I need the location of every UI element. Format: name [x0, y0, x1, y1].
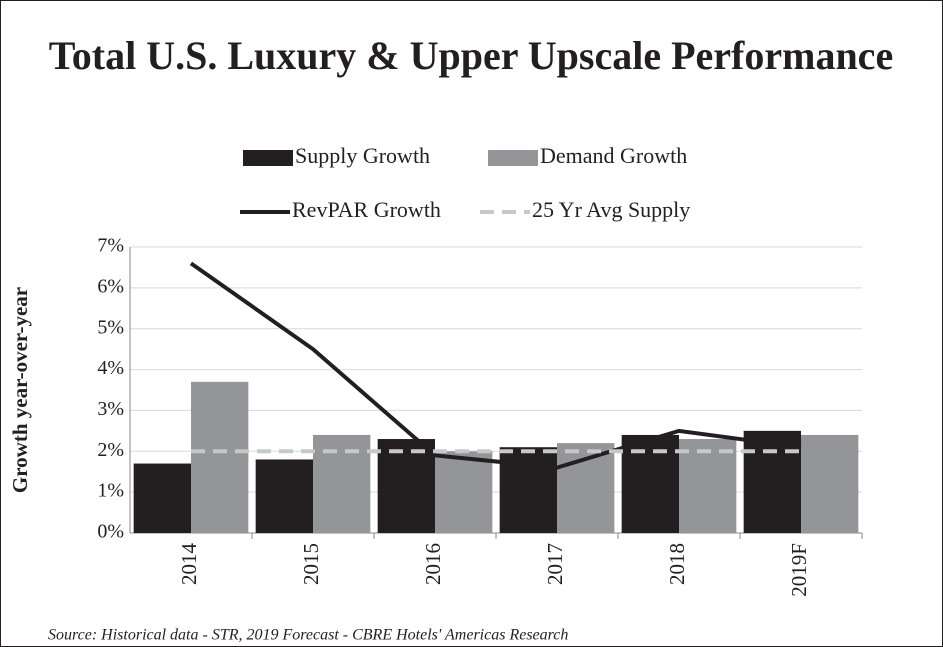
- bar: [499, 447, 557, 533]
- y-axis-title: Growth year-over-year: [8, 287, 32, 493]
- line-series: [189, 261, 802, 470]
- bar: [801, 434, 859, 533]
- x-tick-label: 2019F: [787, 543, 811, 597]
- bar: [621, 434, 679, 533]
- legend-swatch: [243, 150, 293, 166]
- legend-label: Demand Growth: [540, 143, 687, 168]
- bar: [377, 439, 435, 533]
- legend-swatch: [488, 150, 538, 166]
- bar: [191, 381, 249, 533]
- bar: [313, 434, 371, 533]
- legend-label: Supply Growth: [295, 143, 430, 168]
- legend-label: RevPAR Growth: [292, 197, 441, 222]
- bar: [679, 439, 737, 533]
- y-tick-label: 4%: [97, 357, 124, 379]
- x-tick-label: 2017: [543, 543, 567, 585]
- x-tick-label: 2018: [665, 543, 689, 585]
- bar: [435, 451, 493, 533]
- bar: [255, 459, 313, 533]
- y-tick-label: 6%: [97, 275, 124, 297]
- bar: [133, 463, 191, 533]
- source-note: Source: Historical data - STR, 2019 Fore…: [48, 627, 568, 644]
- x-tick-label: 2016: [421, 543, 445, 585]
- y-tick-label: 0%: [97, 521, 124, 543]
- y-tick-label: 7%: [97, 235, 124, 257]
- y-tick-label: 2%: [97, 439, 124, 461]
- legend-label: 25 Yr Avg Supply: [532, 197, 690, 222]
- y-tick-label: 5%: [97, 316, 124, 338]
- x-tick-label: 2014: [177, 543, 201, 586]
- chart-title: Total U.S. Luxury & Upper Upscale Perfor…: [49, 33, 893, 78]
- y-tick-label: 1%: [97, 480, 124, 502]
- x-tick-label: 2015: [299, 543, 323, 585]
- y-tick-label: 3%: [97, 398, 124, 420]
- bar: [557, 443, 615, 533]
